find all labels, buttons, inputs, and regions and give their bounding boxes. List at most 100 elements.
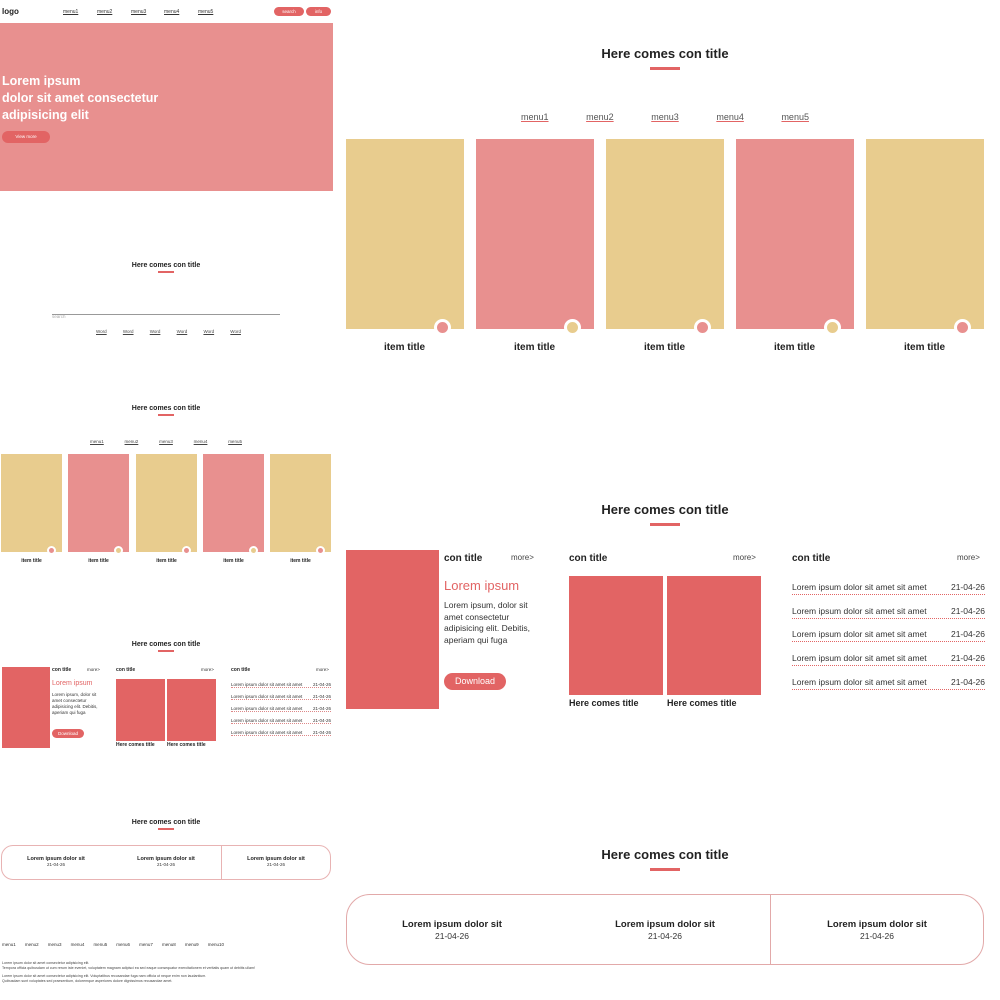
item-card-large[interactable] [606,139,724,329]
nav-menu1[interactable]: menu1 [63,9,79,15]
col2-heading: con title [116,667,136,673]
content-section-title: Here comes con title [100,641,232,652]
item-card[interactable] [1,454,62,552]
col2-image[interactable] [167,679,216,741]
col2-caption: Here comes title [167,742,206,748]
card-dot-icon [694,319,711,336]
list-item-large[interactable]: Lorem ipsum dolor sit amet sit amet 21-04… [792,582,985,595]
list-item[interactable]: Lorem ipsum dolor sit amet sit amet 21-04… [231,718,331,724]
search-link[interactable]: Word [122,329,134,334]
col2-more-link-large[interactable]: more> [733,553,756,562]
hero-line1: Lorem ipsum [2,74,81,88]
nav-menu2[interactable]: menu2 [97,9,113,15]
nav-menu4[interactable]: menu4 [164,9,180,15]
col2-more-link[interactable]: more> [201,667,214,672]
item-card[interactable] [270,454,331,552]
footer-link[interactable]: menu2 [24,942,39,947]
news-item[interactable]: Lorem ipsum dolor sit 21-04-26 [27,856,85,867]
col2-image-large[interactable] [569,576,663,695]
info-button[interactable]: info [306,7,331,16]
col3-heading: con title [231,667,251,673]
items-detail-menu-4[interactable]: menu4 [716,112,744,122]
hero-banner [0,23,333,191]
col2-image[interactable] [116,679,165,741]
card-dot-icon [564,319,581,336]
news-section-title: Here comes con title [100,819,232,830]
item-title: item title [88,558,109,564]
item-card[interactable] [136,454,197,552]
item-card[interactable] [203,454,264,552]
news-item-large[interactable]: Lorem ipsum dolor sit 21-04-26 [615,919,715,941]
items-menu-3[interactable]: menu3 [159,439,173,444]
nav-menu5[interactable]: menu5 [198,9,214,15]
download-button-large[interactable]: Download [444,673,506,690]
col1-more-link[interactable]: more> [87,667,100,672]
search-link[interactable]: Word [96,329,107,334]
list-item-large[interactable]: Lorem ipsum dolor sit amet sit amet 21-04… [792,653,985,666]
list-item-large[interactable]: Lorem ipsum dolor sit amet sit amet 21-04… [792,677,985,690]
card-dot-icon [316,546,325,555]
footer-link[interactable]: menu1 [2,942,16,947]
content-detail-title: Here comes con title [565,502,765,526]
list-item[interactable]: Lorem ipsum dolor sit amet sit amet 21-04… [231,706,331,712]
search-link[interactable]: Word [230,329,241,334]
item-title: item title [290,558,311,564]
card-dot-icon [249,546,258,555]
item-card-large[interactable] [736,139,854,329]
list-item[interactable]: Lorem ipsum dolor sit amet sit amet 21-04… [231,694,331,700]
items-detail-menu-5[interactable]: menu5 [781,112,809,122]
download-button[interactable]: Download [52,729,84,738]
footer-link[interactable]: menu10 [207,942,224,947]
news-strip [1,845,331,880]
col1-more-link-large[interactable]: more> [511,553,534,562]
footer-link[interactable]: menu5 [93,942,108,947]
item-card-large[interactable] [476,139,594,329]
items-menu-2[interactable]: menu2 [124,439,139,444]
search-link[interactable]: Word [149,329,161,334]
col1-text-large: Lorem ipsum, dolor sit amet consectetur … [444,600,530,645]
news-item-large[interactable]: Lorem ipsum dolor sit 21-04-26 [402,919,502,941]
list-item[interactable]: Lorem ipsum dolor sit amet sit amet 21-04… [231,730,331,736]
col1-lead: Lorem ipsum [52,680,93,687]
items-menu-5[interactable]: menu5 [228,439,242,444]
footer-link[interactable]: menu4 [70,942,85,947]
footer-link[interactable]: menu8 [162,942,176,947]
item-card-large[interactable] [346,139,464,329]
search-link[interactable]: Word [203,329,215,334]
footer-link[interactable]: menu3 [47,942,62,947]
items-menu-1[interactable]: menu1 [90,439,104,444]
item-title: item title [21,558,42,564]
list-item-large[interactable]: Lorem ipsum dolor sit amet sit amet 21-04… [792,629,985,642]
items-menu-4[interactable]: menu4 [193,439,208,444]
hero-line3: adipisicing elit [2,108,89,122]
footer-links: menu1 menu2 menu3 menu4 menu5 menu6 menu… [2,942,224,947]
news-item-large[interactable]: Lorem ipsum dolor sit 21-04-26 [827,919,927,941]
footer-link[interactable]: menu7 [139,942,153,947]
nav-menu3[interactable]: menu3 [131,9,147,15]
item-card[interactable] [68,454,129,552]
items-menu: menu1 menu2 menu3 menu4 menu5 [90,439,242,444]
col3-more-link-large[interactable]: more> [957,553,980,562]
col3-more-link[interactable]: more> [316,667,329,672]
item-title: item title [223,558,244,564]
news-item[interactable]: Lorem ipsum dolor sit 21-04-26 [137,856,195,867]
footer-link[interactable]: menu6 [116,942,131,947]
content-image-large [346,550,439,709]
logo[interactable]: logo [2,7,19,16]
search-input[interactable]: search [52,305,280,319]
items-detail-menu-2[interactable]: menu2 [586,112,614,122]
search-link[interactable]: Word [176,329,188,334]
view-more-button[interactable]: View more [2,131,50,143]
items-detail-menu-3[interactable]: menu3 [651,112,679,122]
card-dot-icon [954,319,971,336]
col1-heading-large: con title [444,553,483,564]
items-detail-title: Here comes con title [565,46,765,70]
col2-image-large[interactable] [667,576,761,695]
item-card-large[interactable] [866,139,984,329]
footer-link[interactable]: menu9 [184,942,199,947]
list-item[interactable]: Lorem ipsum dolor sit amet sit amet 21-04… [231,682,331,688]
items-detail-menu-1[interactable]: menu1 [521,112,549,122]
list-item-large[interactable]: Lorem ipsum dolor sit amet sit amet 21-04… [792,606,985,619]
search-button[interactable]: search [274,7,304,16]
news-item[interactable]: Lorem ipsum dolor sit 21-04-26 [247,856,305,867]
